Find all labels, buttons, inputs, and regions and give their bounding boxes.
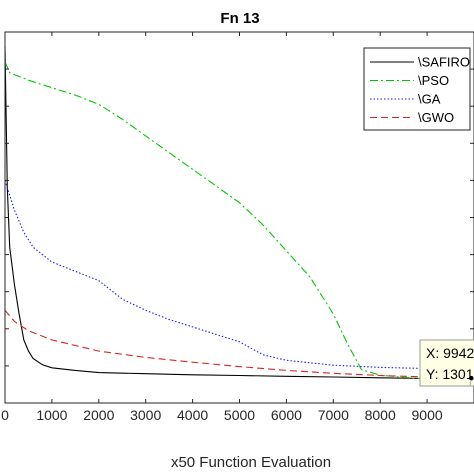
x-tick-label: 4000 xyxy=(177,407,208,423)
legend: \SAFIRO \PSO \GA \GWO xyxy=(363,47,471,131)
x-tick-label: 2000 xyxy=(83,407,114,423)
x-tick-label: 0 xyxy=(1,407,9,423)
legend-label-2: \GA xyxy=(418,92,441,107)
x-tick-label: 8000 xyxy=(365,407,396,423)
legend-label-3: \GWO xyxy=(418,110,454,125)
x-tick-label: 9000 xyxy=(412,407,443,423)
x-tick-label: 1000 xyxy=(36,407,67,423)
series-line-2 xyxy=(4,180,474,370)
legend-label-1: \PSO xyxy=(418,73,449,88)
series-line-3 xyxy=(4,309,474,379)
datatip-y-value: Y: 1301 xyxy=(426,366,474,382)
axes-layer: 0 1000 2000 3000 4000 5000 6000 7000 8000 9000 xyxy=(1,31,474,423)
datatip-x-value: X: 9942 xyxy=(426,345,474,361)
datatip[interactable]: X: 9942 Y: 1301 xyxy=(419,339,474,387)
series-line-0 xyxy=(4,46,474,380)
x-tick-label: 7000 xyxy=(318,407,349,423)
x-tick-label: 3000 xyxy=(130,407,161,423)
legend-label-0: \SAFIRO xyxy=(418,55,470,70)
x-tick-label: 5000 xyxy=(224,407,255,423)
datatip-box xyxy=(419,339,474,387)
x-axis-label: x50 Function Evaluation xyxy=(171,454,331,471)
series-layer xyxy=(4,46,474,383)
chart-title: Fn 13 xyxy=(220,10,259,27)
x-tick-label: 6000 xyxy=(271,407,302,423)
series-line-1 xyxy=(4,61,474,383)
